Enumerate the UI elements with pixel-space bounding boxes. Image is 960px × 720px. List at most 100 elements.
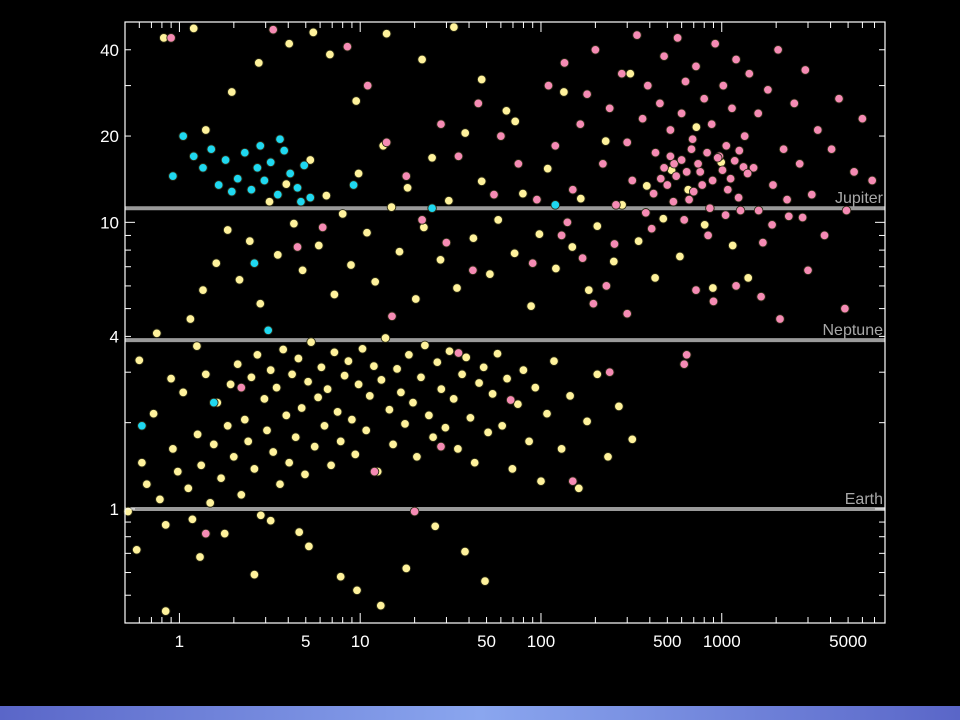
data-point	[603, 452, 613, 462]
data-point	[592, 221, 603, 231]
data-point	[376, 600, 386, 611]
data-point	[185, 314, 196, 324]
data-point	[353, 379, 364, 390]
data-point	[206, 144, 217, 154]
x-tick-label: 1	[175, 632, 184, 651]
data-point	[775, 314, 785, 324]
data-point	[131, 545, 142, 555]
data-point	[721, 141, 732, 151]
data-point	[453, 444, 463, 454]
x-tick-label: 10	[351, 632, 370, 651]
data-point	[556, 444, 567, 454]
data-point	[353, 168, 364, 179]
data-point	[343, 356, 354, 366]
data-point	[187, 514, 198, 525]
data-point	[211, 258, 222, 268]
data-point	[642, 181, 652, 191]
data-point	[590, 45, 601, 55]
data-point	[748, 163, 759, 173]
data-point	[268, 24, 278, 35]
data-point	[453, 151, 464, 162]
data-point	[650, 147, 661, 158]
y-tick-label: 20	[100, 127, 119, 146]
data-point	[656, 173, 666, 184]
data-point	[662, 180, 673, 190]
data-point	[205, 498, 215, 508]
data-point	[598, 159, 608, 169]
data-point	[436, 119, 446, 129]
data-point	[492, 348, 503, 359]
data-point	[284, 457, 294, 468]
data-point	[265, 157, 276, 168]
data-point	[691, 122, 702, 132]
data-point	[480, 576, 490, 586]
data-point	[782, 194, 792, 205]
data-point	[556, 230, 567, 241]
data-point	[137, 457, 147, 468]
data-point	[699, 93, 709, 104]
data-point	[252, 350, 263, 360]
data-point	[417, 54, 427, 65]
data-point	[532, 194, 542, 205]
data-point	[294, 527, 304, 537]
data-point	[275, 479, 285, 489]
data-point	[524, 436, 534, 447]
data-point	[292, 183, 303, 193]
data-point	[313, 392, 323, 403]
data-point	[731, 54, 741, 65]
data-point	[637, 113, 648, 124]
data-point	[534, 229, 545, 239]
y-tick-label: 10	[100, 213, 119, 232]
data-point	[348, 180, 359, 190]
data-point	[275, 134, 285, 144]
series-1	[166, 24, 877, 539]
data-point	[753, 108, 763, 119]
data-point	[763, 85, 773, 95]
data-point	[584, 285, 594, 295]
data-point	[735, 205, 746, 216]
data-point	[255, 298, 266, 309]
data-point	[201, 528, 211, 539]
data-point	[351, 96, 361, 106]
data-point	[220, 155, 231, 165]
data-point	[173, 466, 183, 477]
data-point	[188, 23, 199, 34]
data-point	[794, 159, 805, 169]
data-point	[461, 352, 471, 363]
data-point	[465, 413, 476, 423]
x-tick-label: 500	[653, 632, 681, 651]
data-point	[577, 253, 588, 263]
data-point	[404, 350, 414, 360]
data-point	[384, 404, 395, 415]
data-point	[622, 308, 632, 319]
data-point	[329, 289, 340, 300]
data-point	[705, 203, 715, 213]
data-point	[166, 33, 176, 43]
data-point	[543, 80, 554, 91]
data-point	[142, 479, 152, 489]
data-point	[329, 347, 340, 358]
data-point	[476, 74, 487, 85]
data-point	[376, 375, 387, 385]
data-point	[496, 131, 506, 141]
data-point	[300, 469, 310, 480]
data-point	[632, 30, 642, 40]
data-point	[308, 27, 319, 38]
data-point	[731, 281, 741, 291]
data-point	[296, 196, 306, 207]
data-point	[604, 103, 615, 114]
data-point	[188, 151, 199, 162]
data-point	[392, 364, 402, 374]
data-point	[717, 165, 728, 175]
data-point	[305, 155, 316, 165]
data-point	[693, 159, 703, 169]
data-point	[428, 432, 438, 442]
data-point	[402, 183, 413, 193]
data-point	[225, 379, 236, 390]
data-point	[346, 260, 356, 270]
y-tick-label: 4	[110, 327, 119, 346]
data-point	[668, 196, 679, 207]
data-point	[246, 372, 257, 383]
data-point	[236, 382, 247, 393]
